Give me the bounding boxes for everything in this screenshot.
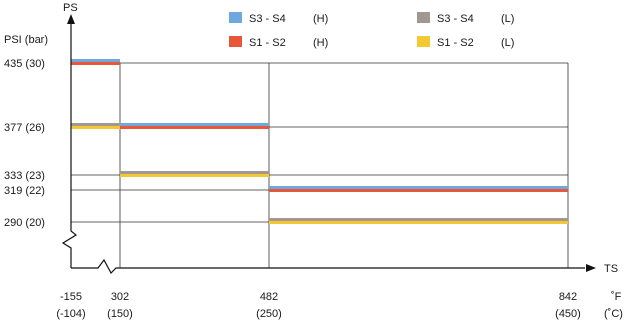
x-tick-label-f: 842 bbox=[559, 291, 577, 303]
series-band bbox=[120, 126, 269, 129]
legend-class: (H) bbox=[313, 13, 328, 25]
axis-labels: PS PSI (bar) TS ˚F (˚C) bbox=[4, 2, 623, 320]
legend-swatch bbox=[229, 36, 242, 47]
x-axis-name: TS bbox=[604, 263, 618, 275]
y-tick-label: 377 (26) bbox=[4, 122, 45, 134]
x-tick-label-f: 302 bbox=[111, 291, 129, 303]
x-axis-arrow bbox=[586, 264, 596, 272]
legend-label: S3 - S4 bbox=[437, 13, 474, 25]
legend-class: (L) bbox=[501, 37, 514, 49]
series-band bbox=[269, 189, 568, 192]
legend: S3 - S4 (H) S1 - S2 (H) S3 - S4 (L) S1 - S2 (L) bbox=[229, 12, 514, 49]
legend-label: S1 - S2 bbox=[249, 37, 286, 49]
x-axis-line bbox=[71, 260, 585, 273]
series-band bbox=[71, 126, 120, 129]
y-tick-labels: 290 (20) 319 (22) 333 (23) 377 (26) 435 (30) bbox=[4, 58, 45, 229]
x-tick-label-c: (250) bbox=[256, 308, 282, 320]
y-axis-line bbox=[63, 22, 76, 268]
x-tick-label-c: (-104) bbox=[56, 308, 85, 320]
series-band bbox=[269, 221, 568, 224]
x-tick-label-f: 482 bbox=[260, 291, 278, 303]
legend-label: S1 - S2 bbox=[437, 37, 474, 49]
legend-class: (L) bbox=[501, 13, 514, 25]
series-bands bbox=[71, 59, 568, 224]
y-tick-label: 319 (22) bbox=[4, 185, 45, 197]
legend-swatch bbox=[417, 12, 430, 23]
series-band bbox=[120, 174, 269, 177]
y-axis-unit: PSI (bar) bbox=[4, 34, 48, 46]
x-tick-label-c: (450) bbox=[555, 308, 581, 320]
y-tick-label: 435 (30) bbox=[4, 58, 45, 70]
x-axis-unit-f: ˚F bbox=[611, 291, 622, 303]
legend-label: S3 - S4 bbox=[249, 13, 286, 25]
x-tick-label-f: -155 bbox=[60, 291, 82, 303]
y-axis-arrow bbox=[67, 14, 75, 24]
y-tick-label: 333 (23) bbox=[4, 170, 45, 182]
x-axis-unit-c: (˚C) bbox=[604, 308, 623, 320]
legend-swatch bbox=[229, 12, 242, 23]
legend-class: (H) bbox=[313, 37, 328, 49]
x-tick-label-c: (150) bbox=[107, 308, 133, 320]
legend-swatch bbox=[417, 36, 430, 47]
y-axis-name: PS bbox=[63, 2, 78, 14]
grid bbox=[71, 63, 568, 268]
series-band bbox=[71, 62, 120, 65]
axes bbox=[63, 14, 596, 273]
y-tick-label: 290 (20) bbox=[4, 217, 45, 229]
x-tick-labels: -155 (-104) 302 (150) 482 (250) 842 (450) bbox=[56, 291, 581, 320]
